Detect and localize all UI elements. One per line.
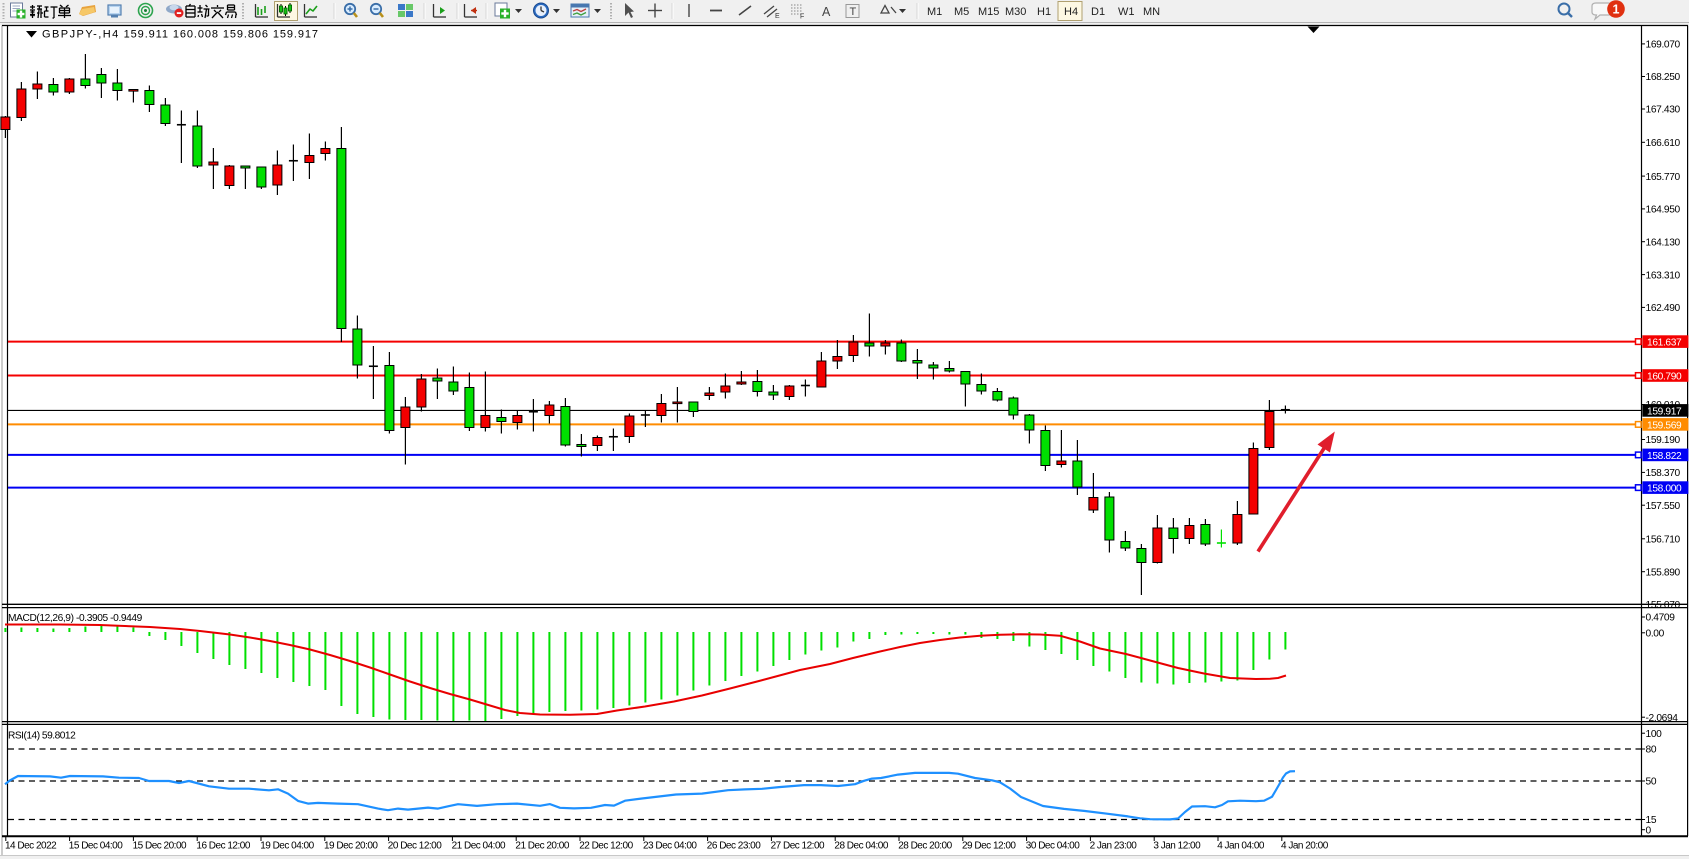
svg-text:0: 0	[1646, 825, 1652, 836]
svg-text:28 Dec 04:00: 28 Dec 04:00	[834, 840, 888, 851]
svg-text:158.000: 158.000	[1647, 484, 1682, 495]
svg-text:-2.0694: -2.0694	[1646, 713, 1679, 724]
svg-text:GBPJPY-,H4 159.911 160.008 15: GBPJPY-,H4 159.911 160.008 159.806 159.9…	[42, 29, 319, 41]
svg-text:30 Dec 04:00: 30 Dec 04:00	[1026, 840, 1080, 851]
svg-text:4 Jan 04:00: 4 Jan 04:00	[1217, 840, 1265, 851]
svg-text:0.00: 0.00	[1646, 629, 1665, 640]
svg-text:159.190: 159.190	[1646, 435, 1681, 446]
svg-text:M5: M5	[954, 6, 969, 18]
svg-text:164.130: 164.130	[1646, 237, 1681, 248]
svg-text:161.637: 161.637	[1647, 338, 1682, 349]
svg-text:MACD(12,26,9) -0.3905 -0.9449: MACD(12,26,9) -0.3905 -0.9449	[8, 613, 143, 624]
svg-text:H1: H1	[1037, 6, 1051, 18]
svg-text:158.370: 158.370	[1646, 468, 1681, 479]
svg-text:19 Dec 20:00: 19 Dec 20:00	[324, 840, 378, 851]
svg-text:1: 1	[1613, 2, 1620, 16]
svg-text:159.917: 159.917	[1647, 406, 1682, 417]
svg-text:D1: D1	[1091, 6, 1105, 18]
svg-text:15: 15	[1646, 815, 1657, 826]
svg-text:H4: H4	[1064, 6, 1078, 18]
svg-text:27 Dec 12:00: 27 Dec 12:00	[771, 840, 825, 851]
svg-text:80: 80	[1646, 745, 1657, 756]
svg-text:20 Dec 12:00: 20 Dec 12:00	[388, 840, 442, 851]
svg-text:T: T	[850, 6, 857, 18]
svg-text:26 Dec 23:00: 26 Dec 23:00	[707, 840, 761, 851]
svg-text:157.550: 157.550	[1646, 501, 1681, 512]
svg-text:0.4709: 0.4709	[1646, 613, 1676, 624]
svg-text:50: 50	[1646, 777, 1657, 788]
svg-text:M15: M15	[978, 6, 999, 18]
svg-text:168.250: 168.250	[1646, 72, 1681, 83]
svg-text:21 Dec 20:00: 21 Dec 20:00	[515, 840, 569, 851]
svg-text:16 Dec 12:00: 16 Dec 12:00	[196, 840, 250, 851]
svg-text:167.430: 167.430	[1646, 105, 1681, 116]
svg-text:166.610: 166.610	[1646, 138, 1681, 149]
svg-text:19 Dec 04:00: 19 Dec 04:00	[260, 840, 314, 851]
svg-text:21 Dec 04:00: 21 Dec 04:00	[452, 840, 506, 851]
svg-text:F: F	[800, 14, 804, 21]
svg-text:W1: W1	[1118, 6, 1135, 18]
svg-text:169.070: 169.070	[1646, 40, 1681, 51]
svg-text:159.569: 159.569	[1647, 420, 1682, 431]
svg-text:155.890: 155.890	[1646, 567, 1681, 578]
svg-text:E: E	[775, 13, 780, 20]
svg-text:RSI(14) 59.8012: RSI(14) 59.8012	[8, 731, 76, 742]
svg-text:158.822: 158.822	[1647, 451, 1682, 462]
svg-text:155.070: 155.070	[1646, 600, 1681, 611]
svg-text:29 Dec 12:00: 29 Dec 12:00	[962, 840, 1016, 851]
svg-text:A: A	[822, 5, 831, 19]
svg-text:165.770: 165.770	[1646, 172, 1681, 183]
svg-text:M1: M1	[927, 6, 942, 18]
svg-text:14 Dec 2022: 14 Dec 2022	[5, 840, 57, 851]
svg-text:22 Dec 12:00: 22 Dec 12:00	[579, 840, 633, 851]
svg-text:15 Dec 04:00: 15 Dec 04:00	[69, 840, 123, 851]
svg-text:4 Jan 20:00: 4 Jan 20:00	[1281, 840, 1329, 851]
svg-text:MN: MN	[1143, 6, 1160, 18]
svg-text:M30: M30	[1005, 6, 1026, 18]
svg-text:2 Jan 23:00: 2 Jan 23:00	[1090, 840, 1138, 851]
svg-text:163.310: 163.310	[1646, 270, 1681, 281]
svg-text:3 Jan 12:00: 3 Jan 12:00	[1153, 840, 1201, 851]
svg-text:160.790: 160.790	[1647, 371, 1682, 382]
svg-text:156.710: 156.710	[1646, 535, 1681, 546]
svg-text:28 Dec 20:00: 28 Dec 20:00	[898, 840, 952, 851]
svg-text:15 Dec 20:00: 15 Dec 20:00	[133, 840, 187, 851]
svg-text:23 Dec 04:00: 23 Dec 04:00	[643, 840, 697, 851]
svg-text:164.950: 164.950	[1646, 205, 1681, 216]
svg-text:100: 100	[1646, 729, 1663, 740]
svg-text:162.490: 162.490	[1646, 303, 1681, 314]
